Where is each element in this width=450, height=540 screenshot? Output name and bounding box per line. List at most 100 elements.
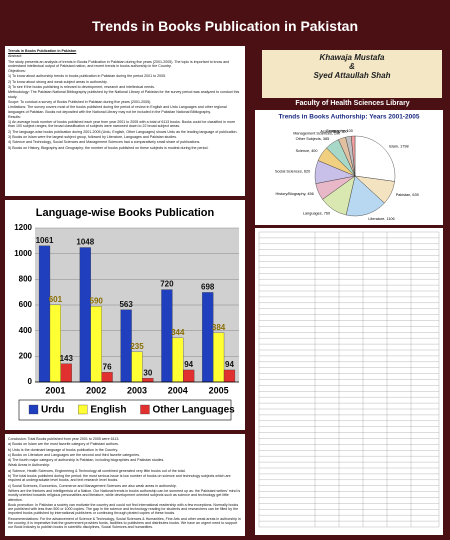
paragraph: b) The total books published during the … bbox=[8, 474, 231, 483]
poster-title: Trends in Books Publication in Pakistan bbox=[91, 18, 359, 34]
data-table bbox=[255, 228, 443, 535]
slice-label: Geography, 100 bbox=[326, 129, 353, 133]
value-label: 76 bbox=[103, 362, 112, 371]
paragraph: Scope: To conduct a survey of Books Publ… bbox=[8, 99, 152, 104]
value-label: 384 bbox=[212, 323, 226, 332]
bar bbox=[49, 304, 61, 383]
table-grid bbox=[258, 231, 440, 528]
pie-chart: Trends in Books Authorship: Years 2001-2… bbox=[275, 114, 420, 221]
y-tick-label: 1000 bbox=[14, 249, 32, 258]
x-tick-label: 2003 bbox=[127, 385, 147, 395]
paragraph: Conclusion: Total Books published from y… bbox=[8, 437, 120, 441]
x-tick-label: 2002 bbox=[86, 385, 106, 395]
slice-label: Other Subjects, 385 bbox=[296, 137, 330, 141]
legend-label: Urdu bbox=[41, 405, 64, 416]
value-label: 720 bbox=[160, 280, 174, 289]
paragraph: Limitations: The survey covers most of t… bbox=[8, 105, 227, 114]
bar bbox=[60, 363, 72, 383]
value-label: 1061 bbox=[36, 236, 54, 245]
legend-swatch bbox=[78, 404, 88, 415]
paragraph: 2) The language-wise books publication d… bbox=[8, 129, 238, 134]
paragraph: Weak Areas in Authorship: bbox=[8, 463, 51, 468]
value-label: 563 bbox=[119, 300, 133, 309]
paragraph: 5) Books on History, Biography and Geogr… bbox=[8, 145, 209, 150]
pie-slice bbox=[354, 135, 396, 182]
paragraph: 2) To know about strong and weak subject… bbox=[8, 79, 108, 84]
legend-label: Other Languages bbox=[152, 405, 235, 416]
legend-label: English bbox=[90, 405, 126, 416]
chart-title: Language-wise Books Publication bbox=[36, 207, 215, 219]
bar bbox=[223, 369, 236, 383]
paragraph: c) Books on Literature and Languages are… bbox=[8, 452, 141, 457]
value-label: 30 bbox=[143, 368, 152, 377]
bar-chart-box: Language-wise Books Publication 0 200 400 60… bbox=[5, 200, 245, 430]
value-label: 143 bbox=[60, 354, 74, 363]
value-label: 94 bbox=[184, 360, 193, 369]
bar bbox=[183, 369, 195, 383]
bar bbox=[131, 351, 143, 383]
slice-label: History/Biography, 456 bbox=[276, 192, 314, 196]
value-label: 94 bbox=[225, 360, 234, 369]
slice-label: Management Sciences, 200 bbox=[293, 131, 340, 135]
paragraph: The study presents an analysis of trends… bbox=[8, 59, 230, 68]
legend-swatch bbox=[140, 404, 150, 415]
x-tick-label: 2005 bbox=[209, 385, 229, 395]
affiliation: Faculty of Health Sciences Library bbox=[295, 100, 410, 107]
paragraph: Methodology: The Pakistan National Bibli… bbox=[8, 90, 240, 99]
y-tick-label: 400 bbox=[19, 326, 33, 335]
paragraph: a) Books on Islam are the most favorite … bbox=[8, 442, 119, 447]
legend-swatch bbox=[28, 404, 39, 415]
slice-label: Literature, 1106 bbox=[368, 217, 394, 221]
slice-label: Science, 400 bbox=[296, 149, 318, 153]
paragraph: 4) Science and Technology, Social Scienc… bbox=[8, 140, 201, 145]
paragraph: b) Urdu is the dominant language of book… bbox=[8, 447, 119, 452]
paragraph: c) Social Sciences, Economics, Commerce … bbox=[8, 483, 177, 488]
pie-chart-box: Trends in Books Authorship: Years 2001-2… bbox=[255, 110, 443, 225]
bar bbox=[202, 292, 214, 383]
author: Khawaja Mustafa bbox=[319, 53, 385, 62]
y-tick-label: 0 bbox=[28, 377, 33, 386]
y-tick-label: 200 bbox=[19, 351, 33, 360]
paragraph: 3) Books on Islam were the largest subje… bbox=[8, 135, 178, 140]
legend-box bbox=[18, 399, 232, 421]
paragraph: 1) An average book number of books publi… bbox=[8, 120, 236, 129]
intro-text: Abstract: The study presents an analysis … bbox=[8, 54, 242, 150]
bar bbox=[38, 245, 51, 383]
paragraph: Abstract: bbox=[8, 54, 23, 59]
value-label: 698 bbox=[201, 283, 215, 292]
bar bbox=[213, 332, 225, 383]
bar bbox=[142, 377, 154, 383]
slice-label: Pakistan, 639 bbox=[396, 193, 419, 197]
conclusion-box: Conclusion: Total Books published from y… bbox=[5, 434, 245, 536]
x-tick-label: 2004 bbox=[168, 385, 188, 395]
bar bbox=[90, 306, 102, 383]
paragraph: Objectives: bbox=[8, 69, 26, 74]
authors-box: Khawaja Mustafa & Syed Attaullah Shah bbox=[262, 50, 442, 98]
author: Syed Attaullah Shah bbox=[313, 71, 391, 80]
value-label: 601 bbox=[49, 295, 63, 304]
conclusion-text: Conclusion: Total Books published from y… bbox=[8, 437, 242, 530]
slice-label: Accounting, 150 bbox=[320, 130, 347, 134]
paragraph: Recommendations: For the advancement of … bbox=[8, 516, 241, 530]
pie-slice bbox=[350, 135, 356, 177]
intro-heading: Trends in Books Publication in Pakistan bbox=[8, 49, 77, 53]
bar-chart: Language-wise Books Publication 0 200 400 60… bbox=[14, 207, 239, 421]
y-tick-label: 1200 bbox=[14, 223, 32, 232]
paragraph: 3) To see if the books publishing is rel… bbox=[8, 85, 155, 90]
y-tick-label: 600 bbox=[19, 300, 33, 309]
paragraph: Book promotion: In Pakistan a society ca… bbox=[8, 502, 239, 516]
bar bbox=[172, 337, 184, 383]
bar bbox=[101, 372, 113, 383]
paragraph: 1) To know about authorship trends in bo… bbox=[8, 74, 167, 79]
value-label: 344 bbox=[171, 328, 185, 337]
author-sep: & bbox=[349, 62, 355, 71]
value-label: 1048 bbox=[76, 238, 94, 247]
slice-label: Languages, 760 bbox=[303, 212, 330, 216]
value-label: 235 bbox=[130, 342, 144, 351]
slice-label: Social Sciences, 620 bbox=[275, 169, 310, 173]
chart-title: Trends in Books Authorship: Years 2001-2… bbox=[279, 114, 420, 121]
paragraph: Writers are the thinkers and intelligent… bbox=[8, 488, 241, 502]
value-label: 590 bbox=[90, 296, 104, 305]
paragraph: d) The fourth major category of authorsh… bbox=[8, 458, 165, 463]
x-tick-label: 2001 bbox=[45, 385, 65, 395]
